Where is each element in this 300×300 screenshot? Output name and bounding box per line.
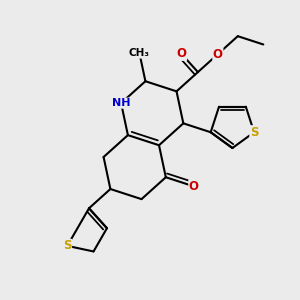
Text: O: O (176, 47, 187, 60)
Text: NH: NH (112, 98, 130, 108)
Text: O: O (189, 180, 199, 193)
Text: S: S (63, 239, 71, 252)
Text: CH₃: CH₃ (129, 48, 150, 58)
Text: O: O (213, 48, 223, 61)
Text: S: S (250, 126, 258, 139)
